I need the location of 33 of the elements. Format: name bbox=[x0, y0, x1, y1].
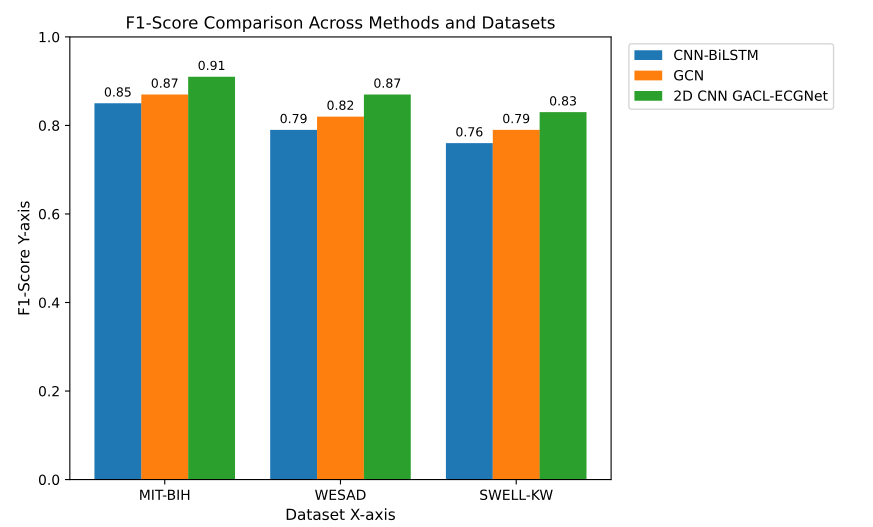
x-tick-label: WESAD bbox=[315, 490, 366, 500]
data-label: 0.91 bbox=[198, 60, 224, 70]
x-axis-title: Dataset X-axis bbox=[286, 508, 395, 520]
data-label: 0.87 bbox=[374, 78, 400, 88]
y-tick-label: 0.0 bbox=[38, 474, 60, 486]
bar bbox=[141, 94, 188, 480]
bar bbox=[317, 116, 364, 480]
x-tick-label: MIT-BIH bbox=[140, 490, 190, 500]
bar bbox=[188, 76, 236, 480]
x-tick-label: SWELL-KW bbox=[480, 490, 553, 500]
bar bbox=[270, 130, 318, 480]
chart-title: F1-Score Comparison Across Methods and Datasets bbox=[127, 16, 555, 32]
data-label: 0.79 bbox=[280, 114, 307, 124]
y-axis-title: F1-Score Y-axis bbox=[18, 201, 30, 314]
data-label: 0.76 bbox=[456, 127, 482, 137]
y-tick-label: 0.2 bbox=[38, 386, 59, 397]
data-label: 0.85 bbox=[104, 87, 131, 97]
data-label: 0.79 bbox=[503, 114, 530, 124]
data-label: 0.87 bbox=[152, 78, 178, 88]
legend-label: GCN bbox=[674, 70, 703, 81]
data-label: 0.82 bbox=[327, 100, 354, 110]
bar bbox=[492, 130, 540, 480]
y-tick-label: 0.8 bbox=[38, 120, 60, 131]
y-tick-label: 1.0 bbox=[40, 32, 60, 42]
legend-label: CNN-BiLSTM bbox=[674, 49, 758, 60]
y-tick-label: 0.6 bbox=[38, 208, 60, 220]
bar bbox=[364, 94, 411, 480]
y-tick-label: 0.4 bbox=[38, 297, 60, 308]
bar bbox=[540, 112, 586, 480]
bar bbox=[94, 103, 142, 480]
bar bbox=[446, 143, 493, 480]
legend-label: 2D CNN GACL-ECGNet bbox=[674, 90, 828, 101]
data-label: 0.83 bbox=[550, 96, 576, 106]
